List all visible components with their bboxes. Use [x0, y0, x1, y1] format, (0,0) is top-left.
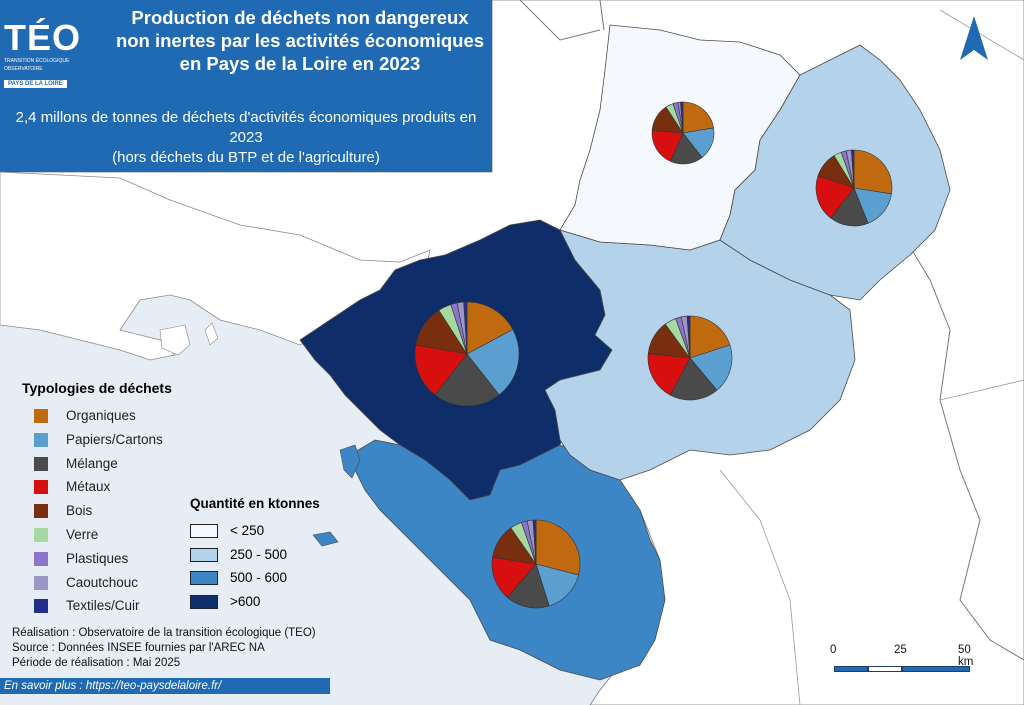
pie-slice-sarthe	[853, 149, 893, 195]
pie-slice-sarthe	[815, 175, 855, 219]
legend-swatch	[34, 599, 48, 614]
map-title: Production de déchets non dangereux non …	[115, 7, 485, 74]
island-noirmoutier	[339, 444, 361, 479]
region-border	[519, 0, 1024, 661]
credit-period: Période de réalisation : Mai 2025	[12, 657, 181, 669]
pie-slice-vendee	[532, 519, 537, 565]
legend-swatch	[34, 504, 48, 519]
legend-label: Caoutchouc	[66, 574, 139, 590]
credit-source: Source : Données INSEE fournies par l'AR…	[12, 642, 265, 654]
waste-legend-title: Typologies de déchets	[22, 380, 172, 396]
quantity-swatch	[190, 524, 218, 538]
teo-logo: TÉO TRANSITION ÉCOLOGIQUE OBSERVATOIRE P…	[4, 20, 88, 90]
island-brittany-2	[204, 322, 219, 346]
legend-label: Mélange	[66, 455, 118, 471]
island-brittany-1	[159, 324, 191, 356]
quantity-swatch	[190, 547, 218, 562]
legend-label: Métaux	[66, 479, 111, 495]
legend-swatch	[34, 456, 48, 471]
more-info-link[interactable]: En savoir plus : https://teo-paysdelaloi…	[0, 678, 330, 694]
pie-slice-loire-atlantique	[414, 344, 468, 396]
scale-label-25: 25	[894, 644, 907, 656]
pie-slice-maine-et-loire	[647, 353, 691, 396]
pie-slice-maine-et-loire	[686, 315, 691, 359]
legend-swatch	[34, 480, 48, 495]
pie-slice-vendee	[535, 519, 581, 576]
legend-label: Papiers/Cartons	[66, 431, 163, 447]
pie-slice-maine-et-loire	[669, 357, 718, 401]
quantity-label: < 250	[230, 523, 265, 538]
pie-slice-vendee	[506, 563, 550, 609]
logo-sub1: TRANSITION ÉCOLOGIQUE	[4, 58, 70, 64]
island-yeu	[312, 531, 339, 547]
pie-slice-loire-atlantique	[466, 329, 520, 396]
legend-swatch	[34, 528, 48, 542]
pie-slice-vendee	[491, 556, 537, 598]
map-subtitle: 2,4 millons de tonnes de déchets d'activ…	[15, 109, 477, 166]
pie-slice-maine-et-loire	[689, 344, 733, 391]
quantity-label: 250 - 500	[230, 546, 288, 562]
credit-realisation: Réalisation : Observatoire de la transit…	[12, 627, 316, 639]
north-arrow-icon	[960, 16, 988, 60]
title-panel: TÉO TRANSITION ÉCOLOGIQUE OBSERVATOIRE P…	[0, 0, 492, 172]
pie-slice-mayenne	[651, 130, 684, 162]
logo-sub2: OBSERVATOIRE	[4, 66, 43, 72]
legend-label: Bois	[66, 503, 93, 519]
legend-swatch	[34, 409, 48, 423]
legend-label: Plastiques	[66, 550, 129, 566]
logo-name: TÉO	[4, 17, 82, 58]
pie-slice-vendee	[535, 563, 579, 607]
scale-seg-2	[868, 666, 902, 672]
legend-label: Verre	[66, 527, 99, 542]
pie-layer	[414, 101, 893, 609]
quantity-legend-title: Quantité en ktonnes	[190, 496, 320, 511]
pie-slice-maine-et-loire	[689, 315, 731, 359]
credits: Réalisation : Observatoire de la transit…	[12, 626, 316, 671]
quantity-swatch	[190, 594, 218, 609]
scale-label-50: 50 km	[958, 644, 974, 668]
scale-seg-3	[902, 666, 970, 672]
pie-slice-mayenne	[682, 101, 714, 134]
quantity-label: 500 - 600	[230, 570, 288, 585]
pie-slice-loire-atlantique	[463, 301, 468, 355]
pie-slice-mayenne	[680, 101, 684, 134]
quantity-swatch	[190, 571, 218, 585]
legend-label: Organiques	[66, 408, 136, 423]
pie-slice-sarthe	[851, 149, 855, 189]
legend-swatch	[34, 551, 48, 566]
legend-label: Textiles/Cuir	[66, 598, 140, 614]
quantity-label: >600	[230, 593, 261, 609]
scale-label-0: 0	[830, 644, 837, 656]
scale-seg-1	[834, 666, 868, 672]
land-west	[0, 171, 431, 361]
region-border-2	[719, 9, 1024, 705]
logo-badge: PAYS DE LA LOIRE	[4, 80, 67, 88]
legend-swatch	[34, 432, 48, 447]
pie-slice-loire-atlantique	[466, 301, 514, 355]
pie-slice-loire-atlantique	[434, 353, 500, 407]
legend-swatch	[34, 575, 48, 590]
scale-bar: 0 25 50 km	[830, 644, 974, 684]
